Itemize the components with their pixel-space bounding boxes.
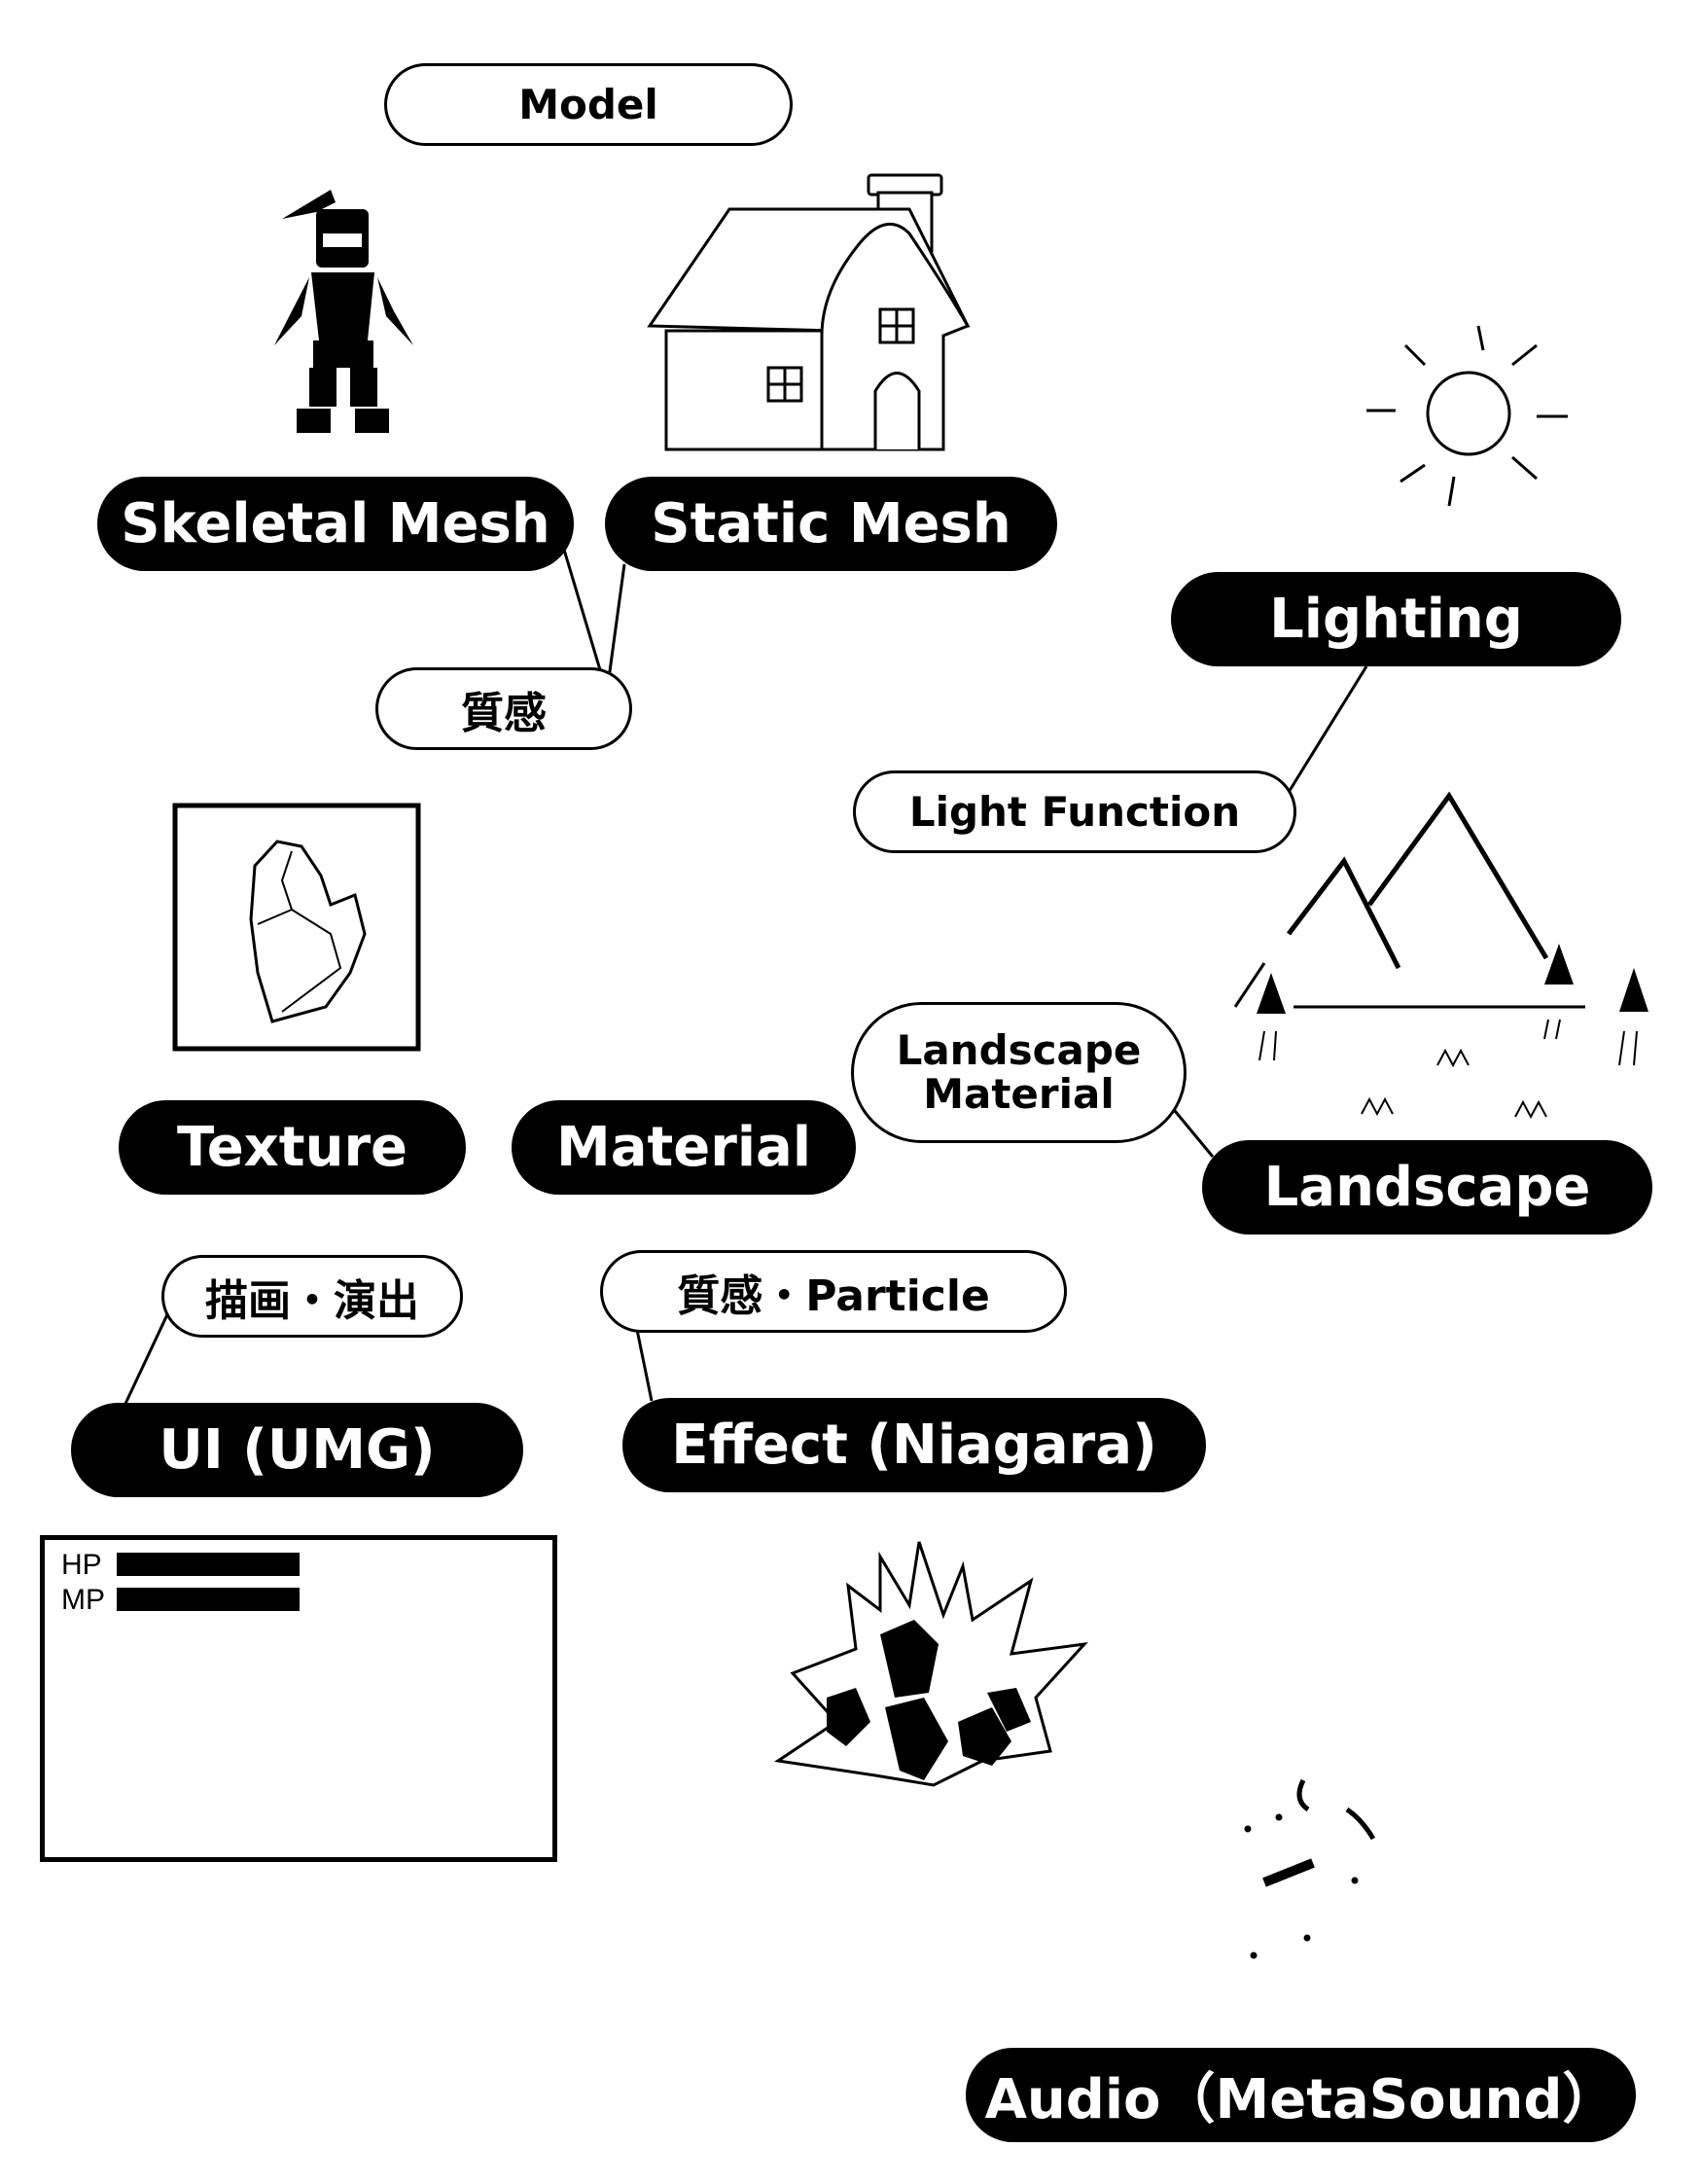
landscape-material-line2: Material [923,1069,1115,1118]
hp-label: HP [61,1549,102,1581]
node-effect-niagara: Effect (Niagara) [622,1398,1206,1492]
node-light-function: Light Function [853,770,1296,853]
node-landscape-material: Landscape Material [851,1002,1187,1143]
house-illustration [647,173,971,451]
node-audio-metasound: Audio（MetaSound） [966,2048,1636,2142]
explosion-illustration [773,1541,1088,1787]
node-landscape: Landscape [1202,1140,1652,1235]
tree-icons [1257,944,1648,1014]
node-skeletal-mesh: Skeletal Mesh [97,477,574,571]
ui-hud-frame [40,1535,557,1862]
node-model: Model [384,63,793,146]
hp-bar [117,1553,300,1576]
node-shitsukan: 質感 [375,667,632,750]
mp-label: MP [61,1584,105,1616]
grass-marks [1258,1019,1638,1120]
node-shitsukan-particle: 質感・Particle [600,1250,1067,1333]
node-byouga-enshutsu: 描画・演出 [161,1255,463,1338]
mp-bar [117,1588,300,1611]
node-static-mesh: Static Mesh [605,477,1057,571]
knight-illustration [274,190,413,433]
node-lighting: Lighting [1171,572,1621,666]
node-material: Material [512,1100,856,1195]
sun-illustration [1366,325,1568,507]
landscape-illustration [1233,791,1585,1009]
rock-texture-illustration [172,803,421,1052]
node-texture: Texture [119,1100,466,1195]
node-ui-umg: UI (UMG) [71,1403,523,1497]
connector-lighting-to-light-function [1276,665,1368,810]
sound-marks-illustration [1244,1778,1376,1959]
landscape-material-line1: Landscape [896,1026,1142,1075]
